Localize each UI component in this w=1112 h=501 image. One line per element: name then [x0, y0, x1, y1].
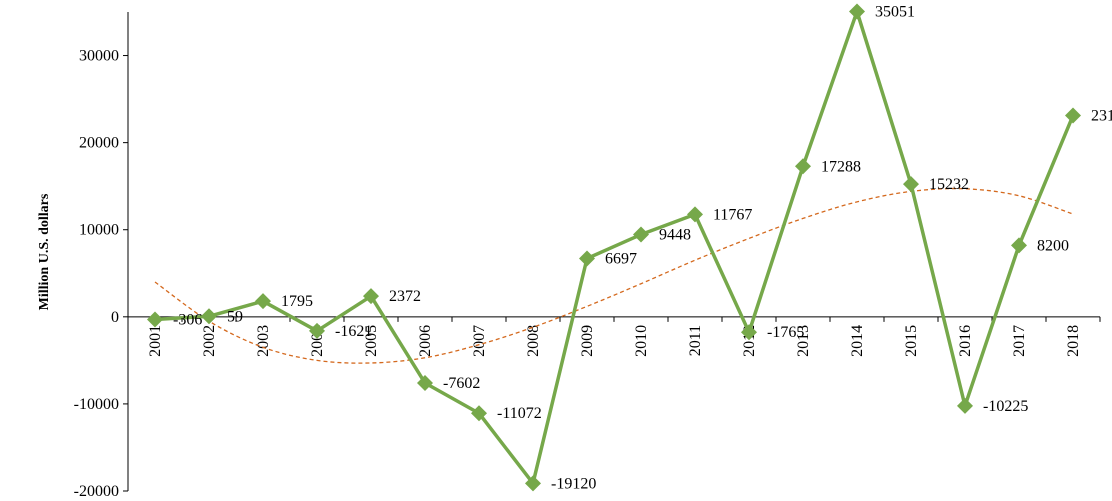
data-label: -11072	[497, 405, 542, 422]
data-marker	[363, 288, 379, 305]
data-label: -306	[173, 311, 202, 328]
data-label: 8200	[1037, 237, 1069, 254]
data-marker	[255, 293, 271, 310]
x-tick-label: 2013	[795, 325, 812, 357]
data-label: -19120	[551, 475, 596, 492]
x-tick-label: 2007	[471, 325, 488, 357]
x-tick-label: 2001	[147, 325, 164, 357]
y-tick-label: 10000	[79, 222, 119, 239]
x-tick-label: 2017	[1011, 325, 1028, 357]
data-label: 9448	[659, 227, 691, 244]
data-label: 6697	[605, 250, 637, 267]
data-marker	[525, 475, 541, 492]
x-tick-label: 2010	[633, 325, 650, 357]
data-marker	[687, 206, 703, 223]
data-label: 11767	[713, 206, 752, 223]
y-axis-label: Million U.S. dollars	[37, 193, 52, 310]
data-marker	[903, 176, 919, 193]
data-marker	[147, 311, 163, 328]
data-marker	[579, 250, 595, 267]
data-marker	[957, 397, 973, 414]
data-marker	[795, 158, 811, 175]
data-label: 15232	[929, 176, 969, 193]
data-marker	[471, 405, 487, 422]
y-tick-label: 0	[111, 309, 119, 326]
x-tick-label: 2003	[255, 325, 272, 357]
x-tick-label: 2011	[687, 325, 704, 356]
data-label: 35051	[875, 4, 915, 21]
x-tick-label: 2002	[201, 325, 218, 357]
data-label: -1765	[767, 324, 804, 341]
data-marker	[1011, 237, 1027, 254]
y-tick-label: -20000	[74, 483, 119, 500]
data-marker	[633, 226, 649, 243]
data-marker	[201, 308, 217, 325]
data-marker	[417, 375, 433, 392]
x-tick-label: 2015	[903, 325, 920, 357]
x-tick-label: 2014	[849, 325, 866, 357]
data-label: -10225	[983, 398, 1028, 415]
x-tick-label: 2018	[1065, 325, 1082, 357]
x-tick-label: 2005	[363, 325, 380, 357]
y-tick-label: -10000	[74, 396, 119, 413]
x-tick-label: 2006	[417, 325, 434, 357]
data-label: 2372	[389, 288, 421, 305]
data-marker	[849, 3, 865, 20]
data-line	[154, 9, 1075, 486]
x-tick-label: 2009	[579, 325, 596, 357]
data-marker	[741, 324, 757, 341]
x-tick-label: 2016	[957, 325, 974, 357]
data-label: 23112	[1091, 108, 1112, 125]
data-marker	[309, 322, 325, 339]
x-tick-label: 2008	[525, 325, 542, 357]
data-label: 59	[227, 308, 243, 325]
data-label: 17288	[821, 158, 861, 175]
y-tick-label: 20000	[79, 135, 119, 152]
data-marker	[1065, 107, 1081, 124]
data-label: 1795	[281, 293, 313, 310]
trend-line	[154, 187, 1074, 364]
data-label: -7602	[443, 375, 480, 392]
data-label: -1621	[335, 323, 372, 340]
y-tick-label: 30000	[79, 48, 119, 65]
